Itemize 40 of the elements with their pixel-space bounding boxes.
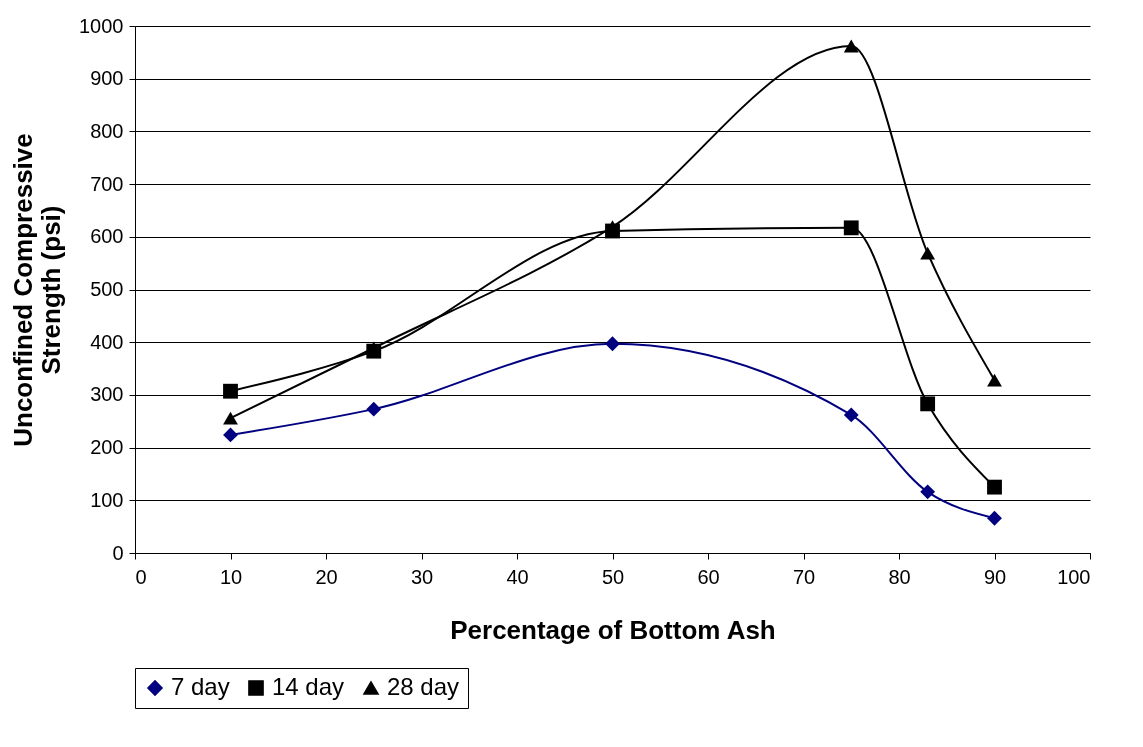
point <box>843 220 859 236</box>
point <box>223 383 238 399</box>
point <box>987 510 1002 526</box>
legend-label: 7 day <box>171 673 230 700</box>
x-tick-label: 90 <box>983 565 1007 588</box>
point <box>920 396 936 412</box>
x-tick-label: 40 <box>506 565 529 588</box>
y-tick-label: 800 <box>90 119 124 142</box>
x-tick-label: 10 <box>219 565 243 588</box>
point <box>843 39 859 53</box>
point <box>987 479 1002 495</box>
point <box>843 407 859 423</box>
x-tick-label: 30 <box>410 565 434 588</box>
y-tick-label: 200 <box>90 436 124 459</box>
x-tick-label: 100 <box>1057 565 1091 588</box>
point <box>920 484 936 500</box>
y-tick-label: 600 <box>90 225 124 248</box>
y-tick-label: 100 <box>90 488 124 511</box>
x-tick-label: 20 <box>315 565 338 588</box>
point <box>605 336 620 352</box>
legend-label: 14 day <box>272 673 345 700</box>
y-axis-title: Unconfined Compressive Strength (psi) <box>8 133 67 447</box>
y-tick-label: 300 <box>90 383 124 406</box>
y-tick-label: 400 <box>90 330 124 353</box>
y-tick-label: 0 <box>112 541 124 564</box>
x-tick-label: 60 <box>697 565 720 588</box>
x-tick-label: 50 <box>601 565 625 588</box>
x-tick-label: 80 <box>888 565 911 588</box>
y-tick-label: 900 <box>90 67 124 90</box>
y-tick-label: 500 <box>90 278 124 300</box>
point <box>223 411 238 425</box>
y-tick-label: 1000 <box>79 14 124 37</box>
point <box>987 373 1002 387</box>
x-axis-title: Percentage of Bottom Ash <box>450 614 776 645</box>
legend-label: 28 day <box>387 673 460 700</box>
x-tick-label: 70 <box>792 565 816 588</box>
point <box>920 246 936 260</box>
point <box>366 401 382 417</box>
x-tick-label: 0 <box>135 565 147 588</box>
y-tick-label: 700 <box>90 172 124 195</box>
